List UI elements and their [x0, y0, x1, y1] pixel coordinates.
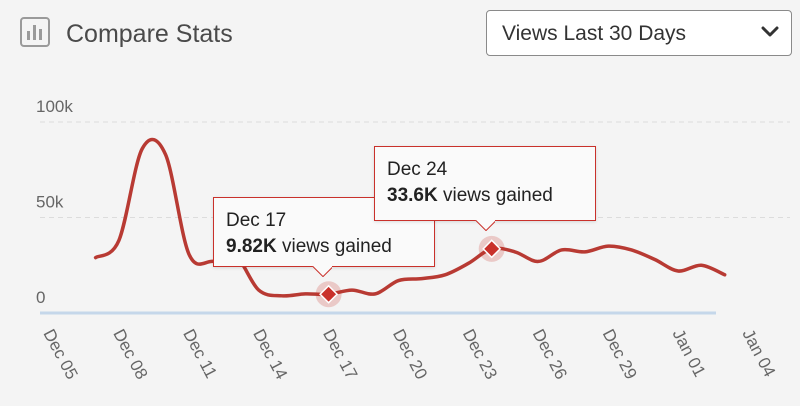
y-tick-label: 0: [36, 288, 45, 307]
highlight-point: [319, 284, 339, 304]
tooltip-suffix: views gained: [437, 185, 553, 206]
bar-chart-icon: [20, 17, 50, 47]
y-tick-label: 50k: [36, 193, 64, 212]
x-tick-label: Dec 17: [319, 326, 361, 382]
tooltip-suffix: views gained: [276, 236, 392, 257]
x-tick-label: Dec 11: [179, 326, 220, 381]
chart-header: Compare Stats Views Last 30 Days: [0, 0, 800, 70]
tooltip-value: 33.6K: [387, 185, 438, 206]
x-tick-label: Dec 14: [249, 326, 291, 382]
x-tick-label: Dec 20: [389, 326, 431, 382]
y-tick-label: 100k: [36, 97, 73, 116]
line-chart: 0 50k 100k Dec 05 Dec 08 Dec 11 Dec 14 Dec 17 De…: [36, 97, 790, 382]
x-tick-label: Jan 04: [738, 326, 779, 380]
metric-select[interactable]: Views Last 30 Days: [486, 10, 792, 56]
tooltip-date: Dec 17: [226, 210, 287, 231]
tooltip-dec-24: Dec 24 33.6K views gained: [374, 146, 596, 221]
chevron-down-icon: [761, 26, 779, 37]
x-tick-label: Dec 29: [599, 326, 641, 382]
metric-select-value: Views Last 30 Days: [502, 22, 687, 45]
highlight-point: [482, 239, 502, 259]
x-tick-label: Dec 23: [459, 326, 501, 382]
views-series-line: [93, 137, 727, 298]
x-tick-label: Dec 26: [529, 326, 571, 382]
tooltip-value: 9.82K: [226, 236, 277, 257]
x-tick-label: Dec 08: [109, 326, 151, 382]
page-title: Compare Stats: [66, 20, 233, 48]
tooltip-date: Dec 24: [387, 159, 448, 180]
x-tick-label: Dec 05: [39, 326, 81, 382]
x-tick-label: Jan 01: [669, 326, 710, 380]
